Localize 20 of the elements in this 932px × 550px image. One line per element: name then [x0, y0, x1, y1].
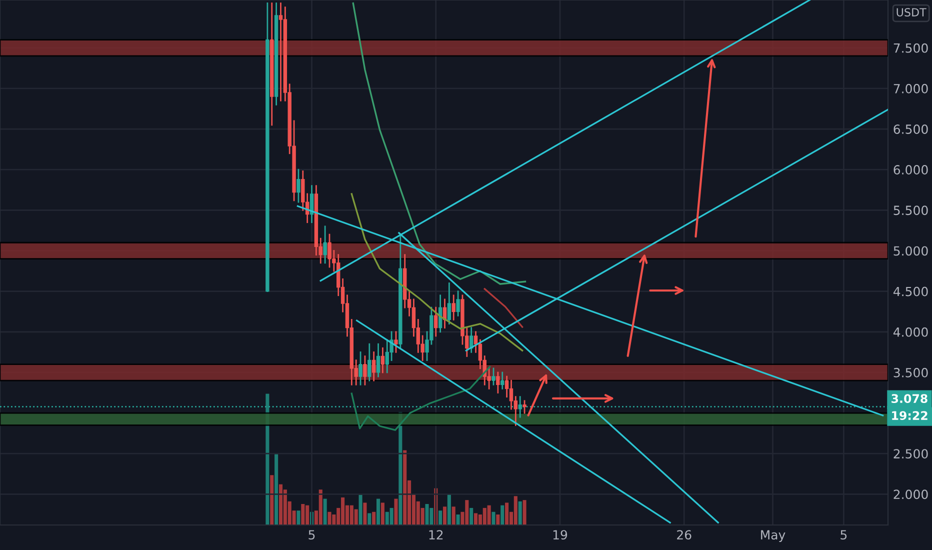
y-tick-label: 6.500	[894, 124, 928, 134]
y-tick-label: 5.500	[894, 206, 928, 216]
y-tick-label: 5.000	[894, 246, 928, 256]
x-tick-label: 12	[429, 530, 443, 540]
x-tick-label: 19	[553, 530, 568, 540]
x-tick-label: 5	[308, 530, 315, 540]
y-tick-label: 4.500	[893, 286, 928, 296]
y-tick-label: 2.500	[894, 449, 928, 459]
text: 19:22	[892, 411, 928, 420]
y-tick-label: 2.000	[894, 490, 928, 500]
y-tick-label: 4.000	[893, 327, 928, 337]
y-tick-label: 6.000	[894, 165, 928, 175]
y-tick-label: 3.500	[894, 368, 928, 378]
y-tick-label: 7.000	[894, 84, 928, 94]
x-tick-label: May	[761, 530, 786, 542]
x-tick-label: 26	[677, 530, 692, 540]
text: USDT	[896, 8, 926, 16]
ref-line-label: 3.078	[892, 394, 928, 404]
x-tick-label: 5	[840, 530, 847, 540]
y-tick-label: 7.500	[894, 43, 928, 53]
